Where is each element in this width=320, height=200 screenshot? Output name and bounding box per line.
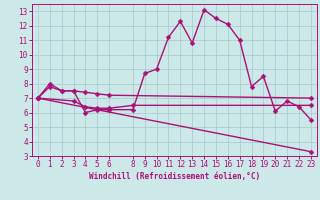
X-axis label: Windchill (Refroidissement éolien,°C): Windchill (Refroidissement éolien,°C) — [89, 172, 260, 181]
